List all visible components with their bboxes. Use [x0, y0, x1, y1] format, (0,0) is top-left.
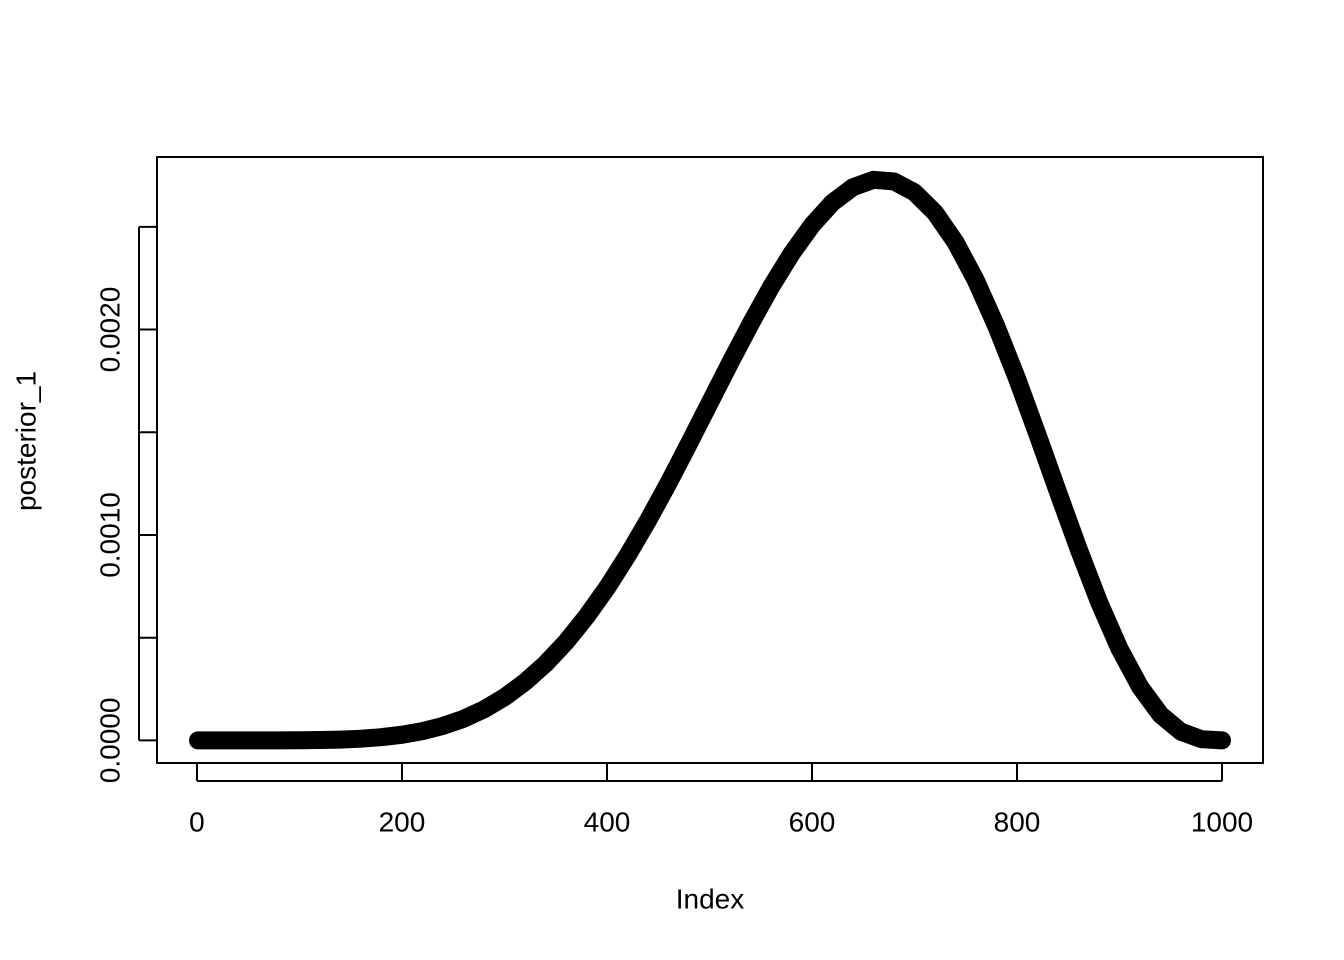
- y-tick-label: 0.0000: [94, 698, 125, 784]
- point-trail: [189, 170, 1231, 750]
- x-tick-label: 400: [584, 806, 631, 837]
- x-tick-label: 800: [994, 806, 1041, 837]
- y-tick-label: 0.0010: [94, 492, 125, 578]
- x-tick-label: 200: [379, 806, 426, 837]
- y-axis-label: posterior_1: [10, 371, 41, 511]
- x-tick-label: 0: [189, 806, 205, 837]
- x-tick-label: 600: [789, 806, 836, 837]
- x-tick-label: 1000: [1191, 806, 1253, 837]
- y-tick-label: 0.0020: [94, 287, 125, 373]
- plot-frame: [156, 156, 1264, 764]
- x-axis-label: Index: [676, 883, 745, 914]
